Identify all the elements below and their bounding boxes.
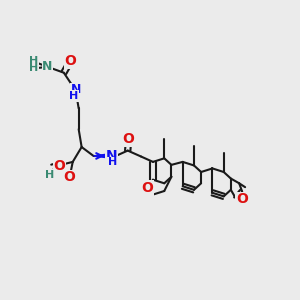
- Text: O: O: [141, 181, 153, 195]
- Text: N: N: [106, 149, 117, 163]
- Text: O: O: [53, 159, 65, 173]
- Polygon shape: [94, 154, 107, 158]
- Text: H: H: [45, 170, 54, 180]
- Text: O: O: [236, 192, 248, 206]
- Text: O: O: [63, 170, 75, 184]
- Text: O: O: [123, 132, 134, 146]
- Text: N: N: [71, 83, 82, 97]
- Text: H: H: [29, 56, 38, 66]
- Text: H: H: [108, 158, 117, 167]
- Text: H: H: [29, 63, 38, 73]
- Text: H: H: [69, 91, 79, 101]
- Text: O: O: [64, 54, 76, 68]
- Text: N: N: [42, 60, 52, 73]
